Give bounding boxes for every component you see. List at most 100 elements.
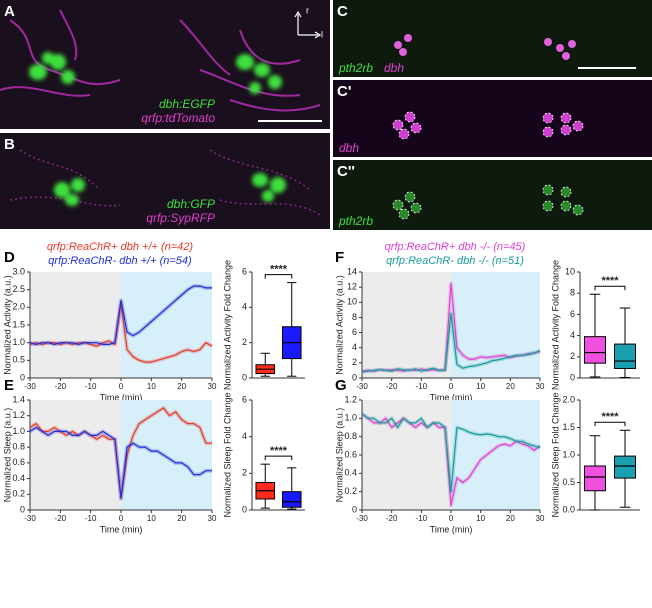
baseline-shading xyxy=(30,272,121,378)
significance-bracket xyxy=(264,455,293,461)
magenta-puncta xyxy=(9,149,321,216)
orientation-arrows xyxy=(294,10,322,39)
stimulus-shading xyxy=(451,400,540,510)
series-line xyxy=(29,426,212,499)
orientation-r: r xyxy=(306,5,309,15)
y-tick-label: 1.4 xyxy=(12,394,25,404)
y-tick-label: 1.0 xyxy=(344,413,357,423)
x-tick-label: 30 xyxy=(536,514,545,523)
y-tick-label: 6 xyxy=(352,327,357,337)
series-line xyxy=(361,282,541,372)
magenta-fibers xyxy=(0,9,321,112)
significance-label: **** xyxy=(270,445,288,457)
orientation-l: l xyxy=(321,29,323,39)
y-tick-label: 1.5 xyxy=(12,319,25,329)
y-tick-label: 2.5 xyxy=(12,284,25,294)
significance-bracket xyxy=(264,274,293,279)
y-tick-label: 2 xyxy=(352,357,357,367)
label-green: dbh:EGFP xyxy=(159,97,215,111)
x-tick-label: -20 xyxy=(55,514,67,523)
y-tick-label: 0 xyxy=(352,372,357,382)
series-line xyxy=(29,285,212,345)
y-tick-label: 2.0 xyxy=(12,302,25,312)
label-magenta: dbh xyxy=(384,61,404,75)
y-tick-label: 0.2 xyxy=(344,486,357,496)
x-tick-label: 10 xyxy=(476,382,485,391)
panel-letter: F xyxy=(335,249,344,266)
panel-c-double-prime: C'' pth2rb xyxy=(333,160,652,230)
y-tick-label: 14 xyxy=(347,266,357,276)
x-tick-label: -10 xyxy=(416,382,428,391)
y-tick-label: 0.5 xyxy=(12,355,25,365)
x-tick-label: 20 xyxy=(177,514,186,523)
panel-b: B dbh:GFP qrfp:SypRFP xyxy=(0,133,330,229)
baseline-shading xyxy=(362,272,451,378)
label-magenta: qrfp:SypRFP xyxy=(146,211,215,225)
x-tick-label: -10 xyxy=(416,514,428,523)
y-tick-label: 3.0 xyxy=(12,266,25,276)
y-tick-label: 0.5 xyxy=(562,477,575,487)
y-tick-label: 0.8 xyxy=(12,442,25,452)
significance-label: **** xyxy=(270,264,288,276)
x-tick-label: -10 xyxy=(85,514,97,523)
panel-letter: G xyxy=(335,377,347,394)
significance-label: **** xyxy=(601,411,619,423)
x-tick-label: 30 xyxy=(208,382,217,391)
panel-letter: C' xyxy=(337,83,351,100)
x-axis-label: Time (min) xyxy=(430,392,473,402)
x-tick-label: -30 xyxy=(24,382,36,391)
panel-c-prime: C' dbh xyxy=(333,80,652,157)
panel-letter: D xyxy=(4,249,15,266)
x-axis-label: Time (min) xyxy=(100,524,143,534)
panel-letter: B xyxy=(4,136,15,153)
legend-entry: qrfp:ReaChR+ dbh +/+ (n=42) xyxy=(47,241,193,253)
y-tick-label: 0.6 xyxy=(344,449,357,459)
y-axis-label: Normalized Activity (a.u.) xyxy=(334,275,344,375)
box xyxy=(614,343,636,369)
x-tick-label: -20 xyxy=(386,514,398,523)
x-tick-label: -20 xyxy=(386,382,398,391)
green-cells xyxy=(54,173,286,206)
x-tick-label: 20 xyxy=(506,514,515,523)
significance-bracket xyxy=(594,285,626,291)
x-tick-label: 0 xyxy=(449,514,454,523)
panel-letter: E xyxy=(4,377,14,394)
x-tick-label: -30 xyxy=(356,514,368,523)
y-tick-label: 0.4 xyxy=(12,473,25,483)
significance-label: **** xyxy=(601,275,619,287)
x-tick-label: -30 xyxy=(356,382,368,391)
micrograph xyxy=(333,80,652,157)
x-tick-label: 0 xyxy=(119,514,124,523)
y-tick-label: 0.2 xyxy=(12,489,25,499)
y-tick-label: 0 xyxy=(20,504,25,514)
series-line xyxy=(361,413,541,506)
y-axis-label: Normalized Sleep (a.u.) xyxy=(2,408,12,503)
y-axis-label: Normalized Activity (a.u.) xyxy=(2,275,12,375)
x-axis-label: Time (min) xyxy=(100,392,143,402)
x-axis-label: Time (min) xyxy=(430,524,473,534)
label-magenta: qrfp:tdTomato xyxy=(141,111,215,125)
y-tick-label: 2 xyxy=(242,468,247,478)
panel-c: C pth2rb dbh xyxy=(333,0,652,77)
y-tick-label: 1.0 xyxy=(12,337,25,347)
y-tick-label: 0 xyxy=(352,504,357,514)
x-tick-label: 10 xyxy=(147,514,156,523)
legend-entry: qrfp:ReaChR+ dbh -/- (n=45) xyxy=(385,241,526,253)
y-tick-label: 1.2 xyxy=(344,394,357,404)
x-tick-label: 10 xyxy=(476,514,485,523)
x-tick-label: 20 xyxy=(177,382,186,391)
x-tick-label: 0 xyxy=(449,382,454,391)
box xyxy=(584,465,606,492)
y-tick-label: 12 xyxy=(347,282,357,292)
box xyxy=(584,336,606,364)
y-tick-label: 4 xyxy=(242,431,247,441)
y-tick-label: 2 xyxy=(570,351,575,361)
y-tick-label: 0 xyxy=(20,372,25,382)
label-green: dbh:GFP xyxy=(167,197,215,211)
y-axis-label: Normalized Sleep Fold Change xyxy=(550,392,560,517)
x-tick-label: -10 xyxy=(85,382,97,391)
y-axis-label: Normalized Activity Fold Change xyxy=(550,260,560,390)
label-green: pth2rb xyxy=(338,61,373,75)
baseline-shading xyxy=(30,400,121,510)
